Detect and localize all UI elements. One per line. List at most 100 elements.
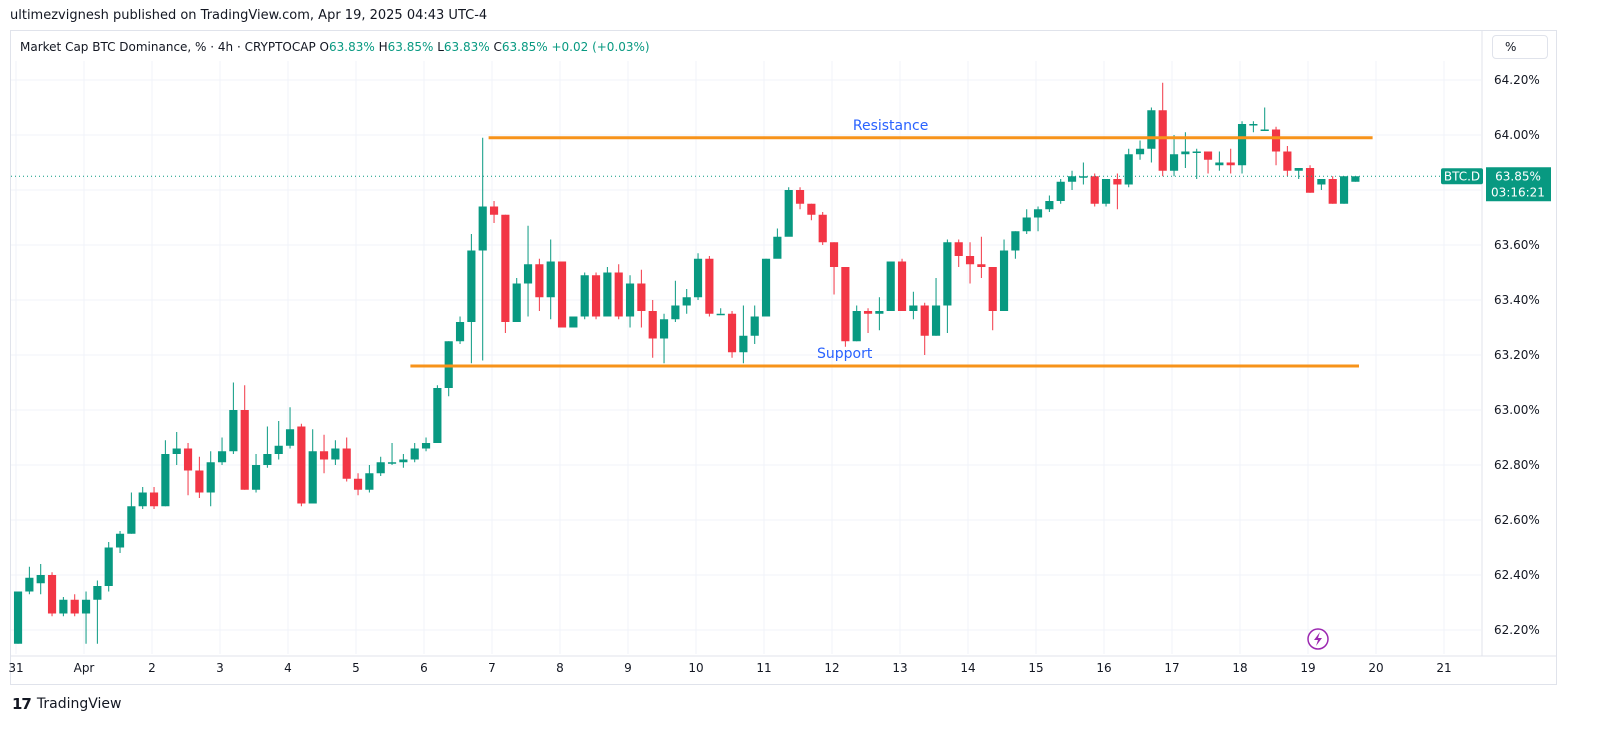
legend-open-label: O (319, 40, 329, 54)
legend-open-value: 63.83% (329, 40, 375, 54)
candle-body (1215, 162, 1224, 166)
y-tick-label: 62.20% (1494, 623, 1540, 637)
candle-body (36, 575, 45, 584)
candle-body (1339, 176, 1349, 204)
candle-body (671, 305, 680, 320)
candle-body (1260, 129, 1269, 131)
candle-body (999, 250, 1009, 311)
y-tick-label: 62.80% (1494, 458, 1540, 472)
candle-body (59, 599, 68, 614)
candle-body (1317, 179, 1326, 185)
x-tick-label: 20 (1368, 661, 1383, 675)
resistance-label: Resistance (853, 118, 928, 134)
symbol-tag (1441, 168, 1483, 185)
candle-body (195, 470, 204, 493)
candle-body (1147, 110, 1156, 149)
tradingview-footer-logo[interactable]: 17 TradingView (12, 695, 121, 713)
x-tick-label: 5 (352, 661, 360, 675)
candle-body (1158, 110, 1167, 171)
y-tick-label: 64.20% (1494, 73, 1540, 87)
candle-body (1124, 154, 1133, 185)
candle-body (229, 410, 238, 452)
x-tick-label: 2 (148, 661, 156, 675)
candle-body (886, 261, 895, 311)
candle-body (614, 272, 623, 317)
candle-body (761, 258, 771, 317)
candle-body (818, 214, 827, 243)
support-label: Support (817, 346, 873, 362)
y-tick-label: 63.60% (1494, 238, 1540, 252)
candle-body (297, 426, 306, 504)
tradingview-brand-label: TradingView (36, 696, 122, 712)
x-tick-label: 14 (960, 661, 975, 675)
candle-body (1101, 179, 1111, 204)
candle-body (637, 283, 646, 311)
candle-body (489, 206, 499, 215)
candle-body (1203, 151, 1213, 160)
candle-body (47, 575, 57, 614)
candle-body (795, 190, 805, 204)
candle-body (1305, 168, 1315, 193)
candle-body (365, 473, 374, 490)
x-tick-label: 7 (488, 661, 496, 675)
candle-body (104, 547, 113, 586)
candle-body (1045, 201, 1054, 210)
candle-body (285, 429, 295, 446)
candle-body (875, 311, 884, 314)
x-tick-label: 12 (824, 661, 839, 675)
candle-body (421, 443, 431, 449)
candle-body (784, 190, 793, 237)
candle-body (773, 236, 782, 259)
candle-body (931, 305, 941, 336)
candle-body (433, 388, 442, 443)
candle-body (172, 448, 181, 454)
legend-close-value: 63.85% (501, 40, 548, 54)
candle-body (1237, 124, 1247, 166)
candle-body (149, 492, 159, 507)
candle-body (115, 533, 125, 548)
lightning-icon[interactable] (1307, 628, 1329, 650)
candle-body (943, 242, 952, 306)
bar-countdown: 03:16:21 (1491, 185, 1545, 199)
candle-body (829, 242, 839, 267)
candle-body (138, 492, 147, 507)
x-tick-label: 3 (216, 661, 224, 675)
last-price-tag (1486, 167, 1551, 202)
candle-body (1022, 217, 1031, 232)
candle-body (648, 311, 657, 339)
candle-body (274, 445, 283, 454)
candle-body (1328, 179, 1337, 204)
candle-body (161, 454, 170, 507)
candle-body (1033, 209, 1043, 218)
legend-close-label: C (493, 40, 502, 54)
candle-body (467, 250, 476, 322)
candle-body (750, 316, 759, 336)
candle-body (1271, 129, 1281, 152)
legend-symbol: Market Cap BTC Dominance, % · 4h · CRYPT… (20, 40, 316, 54)
candle-body (1090, 176, 1099, 204)
x-tick-label: 21 (1436, 661, 1451, 675)
candle-body (183, 448, 193, 471)
candle-body (1249, 124, 1258, 126)
candle-body (693, 258, 703, 298)
candle-body (807, 203, 816, 215)
candle-body (1294, 168, 1303, 171)
candle-body (127, 506, 136, 534)
candle-body (682, 297, 691, 306)
candle-body (557, 261, 567, 328)
candle-body (70, 599, 79, 614)
y-tick-label: 63.40% (1494, 293, 1540, 307)
candle-body (1181, 151, 1190, 155)
x-tick-label: 18 (1232, 661, 1247, 675)
symbol-tag-label: BTC.D (1444, 169, 1480, 183)
candle-body (1113, 179, 1122, 185)
candle-body (625, 283, 635, 317)
x-tick-label: 15 (1028, 661, 1043, 675)
x-tick-label: 4 (284, 661, 292, 675)
candle-body (263, 454, 272, 465)
candle-body (659, 319, 669, 339)
candle-body (920, 305, 929, 336)
percent-scale-button[interactable]: % (1492, 35, 1548, 59)
candle-body (988, 267, 997, 311)
